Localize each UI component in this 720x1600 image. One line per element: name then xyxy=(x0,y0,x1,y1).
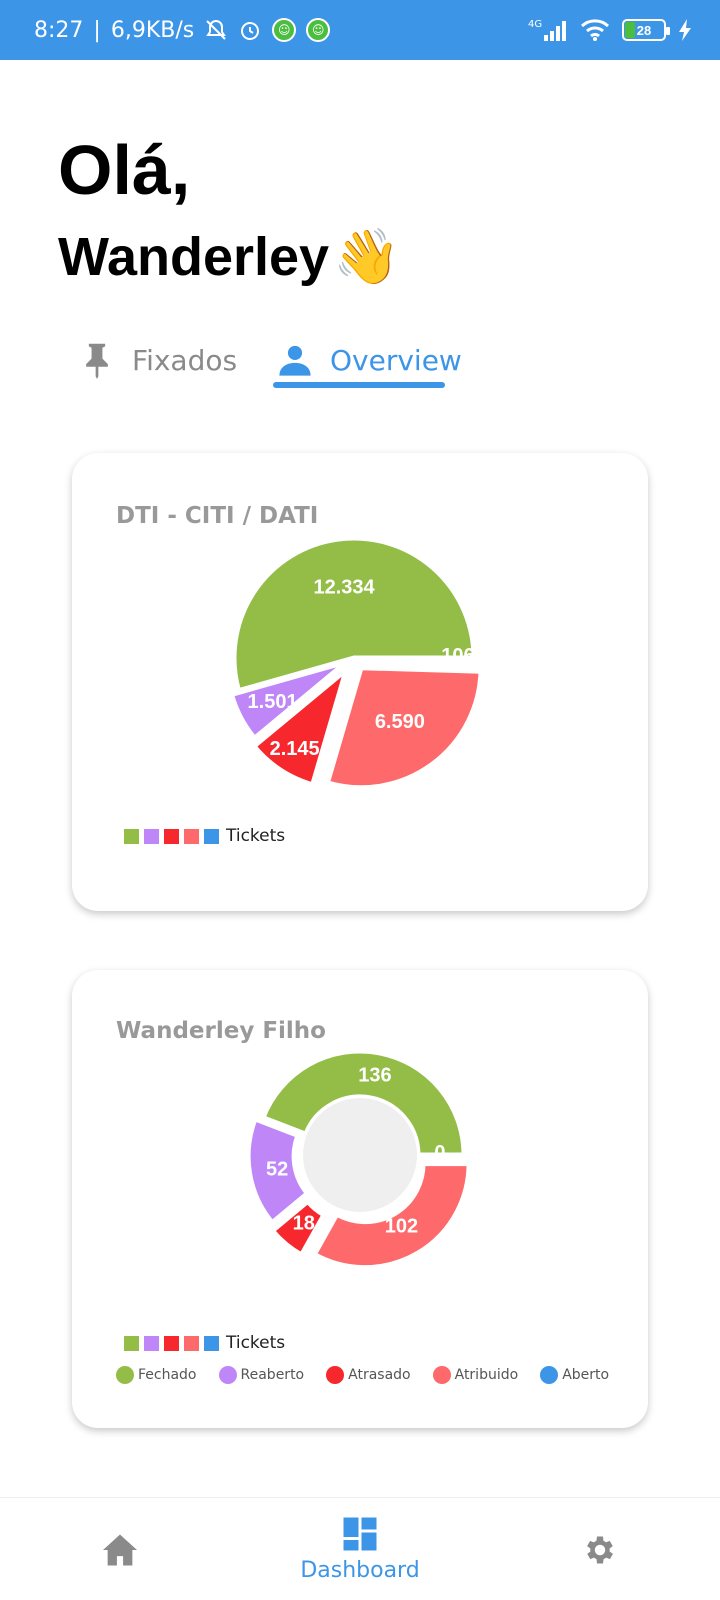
category-label: Fechado xyxy=(138,1367,197,1383)
pie-slice-atrasado xyxy=(250,662,351,788)
slice-label: 0 xyxy=(434,1142,445,1164)
legend-dot xyxy=(540,1366,559,1384)
legend-dot xyxy=(326,1366,345,1384)
category-legend-item: Aberto xyxy=(540,1366,609,1384)
network-speed: 6,9KB/s xyxy=(110,17,195,43)
greeting-hello: Olá, xyxy=(58,131,191,209)
legend-dot xyxy=(432,1366,451,1384)
category-legend-item: Atribuido xyxy=(432,1366,519,1384)
greeting-name: Wanderley xyxy=(58,227,330,287)
slice-label: 136 xyxy=(358,1064,391,1086)
tab-active-indicator xyxy=(273,382,445,388)
battery-level: 28 xyxy=(636,22,652,38)
charging-icon xyxy=(679,19,691,41)
legend-label: Tickets xyxy=(226,826,286,846)
app-icon: ☺ xyxy=(306,18,331,42)
nav-dashboard-label: Dashboard xyxy=(300,1558,420,1583)
category-label: Aberto xyxy=(562,1367,610,1383)
greeting-name-row: Wanderley 👋 xyxy=(58,222,400,292)
pie-slice-atribuido xyxy=(310,1161,472,1271)
category-legend-item: Fechado xyxy=(116,1366,197,1384)
category-label: Reaberto xyxy=(240,1367,305,1383)
chart-legend: Tickets xyxy=(124,826,285,846)
alarm-icon xyxy=(241,22,260,40)
pie-slice-atrasado xyxy=(268,1197,328,1259)
tab-overview[interactable]: Overview xyxy=(278,330,462,390)
legend-swatch xyxy=(184,1335,199,1351)
category-label: Atrasado xyxy=(348,1367,411,1383)
card-title: Wanderley Filho xyxy=(116,1018,326,1044)
tab-fixados-label: Fixados xyxy=(132,343,238,377)
category-legend-item: Reaberto xyxy=(218,1366,305,1384)
nav-home[interactable] xyxy=(90,1498,150,1600)
slice-label: 1.501 xyxy=(248,691,298,713)
pie-slice-atribuido xyxy=(324,665,484,791)
legend-swatch xyxy=(144,1335,159,1351)
slice-label: 2.145 xyxy=(270,738,320,760)
legend-swatch xyxy=(204,1335,219,1351)
pie-slice-fechado xyxy=(231,535,477,694)
slice-label: 106 xyxy=(441,645,474,667)
chart-legend: Tickets xyxy=(124,1333,285,1353)
pie-slice-reaberto xyxy=(245,1115,312,1227)
nav-dashboard[interactable]: Dashboard xyxy=(290,1498,430,1600)
category-legend: Fechado Reaberto Atrasado Atribuido Aber… xyxy=(116,1366,631,1384)
card-title: DTI - CITI / DATI xyxy=(116,503,319,529)
signal-icon: 4G xyxy=(528,19,566,41)
legend-swatch xyxy=(204,828,219,844)
pie-chart-dti: 12.334 1.501 2.145 6.590 106 xyxy=(228,535,487,791)
wifi-icon xyxy=(580,19,610,41)
chart-card-dti: DTI - CITI / DATI 12.334 1.501 2.145 6.590 1… xyxy=(72,453,648,911)
donut-chart-wanderley: 136 52 18 102 0 xyxy=(245,1048,472,1271)
pie-slice-reaberto xyxy=(228,659,349,742)
pie-slice-aberto xyxy=(363,655,487,665)
donut-hole xyxy=(303,1098,417,1212)
home-icon xyxy=(103,1534,137,1565)
slice-label: 102 xyxy=(385,1216,418,1238)
legend-swatch xyxy=(164,1335,179,1351)
category-legend-item: Atrasado xyxy=(326,1366,411,1384)
app-icon: ☺ xyxy=(272,18,297,42)
slice-label: 6.590 xyxy=(375,711,425,733)
pin-icon xyxy=(86,343,108,379)
slice-label: 18 xyxy=(293,1213,315,1235)
tab-overview-label: Overview xyxy=(330,343,462,377)
category-label: Atribuido xyxy=(454,1367,519,1383)
legend-swatch xyxy=(164,828,179,844)
slice-label: 12.334 xyxy=(314,577,376,599)
status-bar: 8:27 | 6,9KB/s ☺ ☺ 4G 28 xyxy=(0,0,720,60)
status-time: 8:27 xyxy=(34,17,84,43)
dashboard-icon xyxy=(343,1517,377,1551)
nav-settings[interactable] xyxy=(570,1498,630,1600)
chart-card-wanderley: Wanderley Filho 136 52 18 102 0 Tickets Fech… xyxy=(72,970,648,1428)
battery-icon: 28 xyxy=(622,19,670,41)
legend-dot xyxy=(116,1366,134,1384)
bell-off-icon xyxy=(206,19,227,40)
network-type: 4G xyxy=(528,19,542,30)
legend-swatch xyxy=(124,1335,139,1351)
legend-label: Tickets xyxy=(226,1333,286,1353)
slice-label: 52 xyxy=(266,1159,288,1181)
legend-swatch xyxy=(124,828,139,844)
legend-swatch xyxy=(144,828,159,844)
tab-fixados[interactable]: Fixados xyxy=(80,330,237,390)
pie-slice-fechado xyxy=(259,1048,467,1158)
waving-hand-icon: 👋 xyxy=(333,227,401,287)
gear-icon xyxy=(587,1536,613,1563)
person-icon xyxy=(279,345,311,376)
legend-dot xyxy=(218,1366,237,1384)
legend-swatch xyxy=(184,828,199,844)
bottom-navigation: Dashboard xyxy=(0,1497,720,1600)
